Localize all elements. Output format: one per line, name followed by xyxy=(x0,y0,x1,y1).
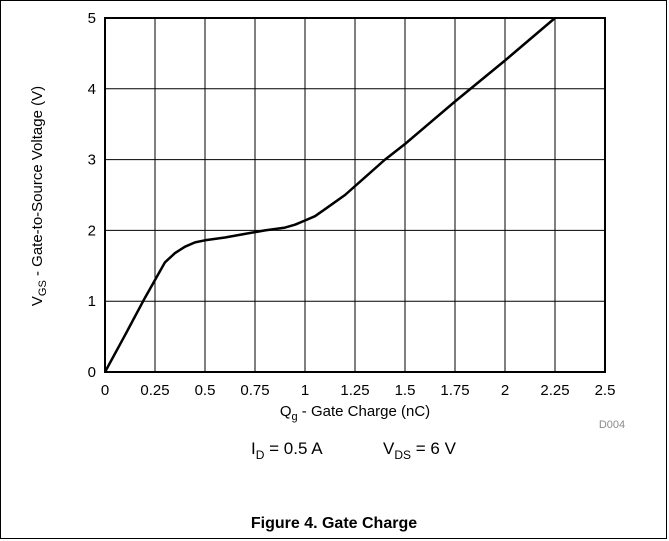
series-line xyxy=(103,17,556,373)
x-tick-label: 1.5 xyxy=(395,382,416,399)
x-tick-label: 0 xyxy=(101,382,109,399)
condition-vds: VDS = 6 V xyxy=(383,439,457,462)
condition-id: ID = 0.5 A xyxy=(251,439,323,462)
x-tick-label: 1 xyxy=(301,382,309,399)
x-axis-label: Qg - Gate Charge (nC) xyxy=(280,403,430,423)
x-tick-label: 2.5 xyxy=(595,382,616,399)
x-tick-label: 1.25 xyxy=(340,382,369,399)
x-tick-label: 0.75 xyxy=(240,382,269,399)
y-tick-label: 2 xyxy=(88,222,96,239)
y-axis-label: VGS - Gate-to-Source Voltage (V) xyxy=(29,86,49,306)
y-tick-labels: 0 1 2 3 4 5 xyxy=(88,10,96,381)
figure-code: D004 xyxy=(599,419,625,431)
y-tick-label: 0 xyxy=(88,364,96,381)
grid xyxy=(105,18,605,372)
x-tick-labels: 0 0.25 0.5 0.75 1 1.25 1.5 1.75 2 2.25 2.5 xyxy=(101,382,616,399)
y-tick-label: 1 xyxy=(88,293,96,310)
x-tick-label: 0.25 xyxy=(140,382,169,399)
y-tick-label: 4 xyxy=(88,81,96,98)
y-tick-label: 5 xyxy=(88,10,96,27)
x-tick-label: 1.75 xyxy=(440,382,469,399)
x-tick-label: 2 xyxy=(501,382,509,399)
y-tick-label: 3 xyxy=(88,152,96,169)
x-tick-label: 0.5 xyxy=(195,382,216,399)
figure-caption: Figure 4. Gate Charge xyxy=(251,515,417,532)
x-tick-label: 2.25 xyxy=(540,382,569,399)
plot-area-border xyxy=(104,17,606,373)
